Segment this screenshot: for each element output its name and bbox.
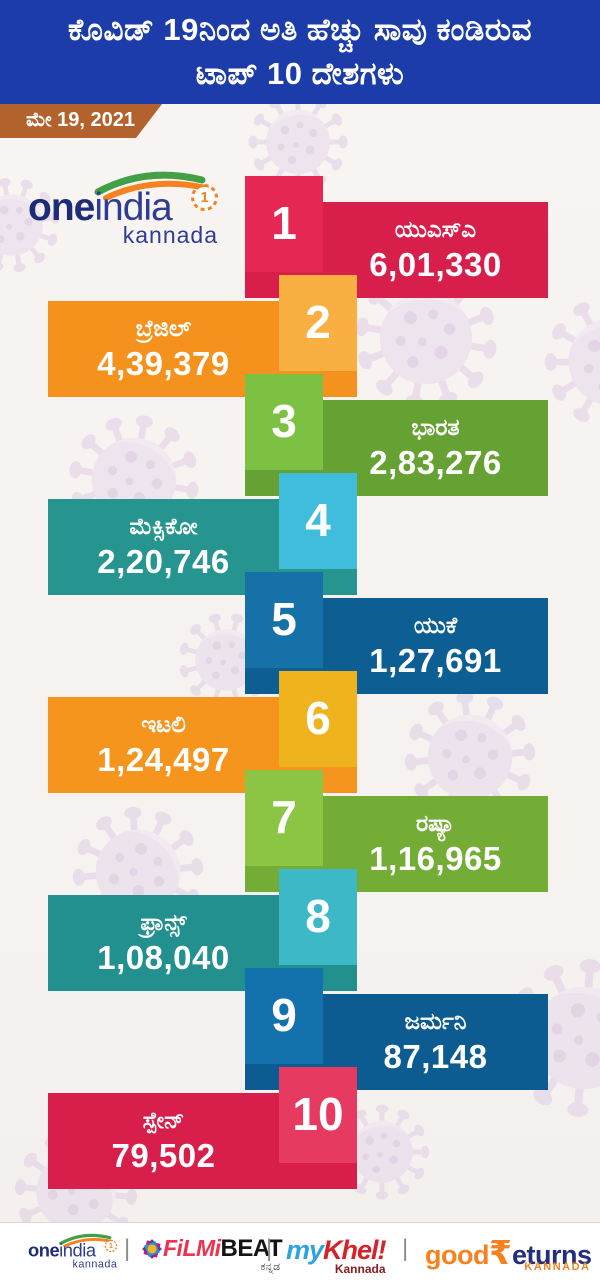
death-count: 4,39,379 xyxy=(97,345,230,382)
oneindia-logo: oneindia 1 kannada xyxy=(28,170,224,248)
oneindia-footer-logo: oneindia 1 kannada xyxy=(28,1233,120,1271)
logo-india-text: india xyxy=(94,186,172,229)
filmibeat-logo: FiLMiBEAT ಕನ್ನಡ xyxy=(141,1235,283,1273)
rank-number-tab: 5 xyxy=(245,572,323,668)
header-banner: ಕೊವಿಡ್ 19ನಿಂದ ಅತಿ ಹೆಚ್ಚು ಸಾವು ಕಂಡಿರುವ ಟಾ… xyxy=(0,0,600,104)
death-count: 87,148 xyxy=(383,1038,488,1075)
death-count: 79,502 xyxy=(111,1137,216,1174)
country-label: ಭಾರತ xyxy=(411,414,460,440)
country-label: ಫ್ರಾನ್ಸ್ xyxy=(140,909,187,935)
death-count: 6,01,330 xyxy=(369,246,502,283)
rank-number-tab: 4 xyxy=(279,473,357,569)
mykhel-kannada-label: Kannada xyxy=(334,1262,386,1276)
filmibeat-pinwheel-icon xyxy=(142,1239,162,1259)
death-count: 1,24,497 xyxy=(97,741,230,778)
rank-number-tab: 8 xyxy=(279,869,357,965)
country-label: ಮೆಕ್ಸಿಕೋ xyxy=(129,513,198,539)
starburst-badge-icon: 1 xyxy=(191,184,218,211)
starburst-badge-icon: 1 xyxy=(104,1239,118,1253)
rupee-icon: ₹ xyxy=(488,1234,512,1271)
rank-number-tab: 7 xyxy=(245,770,323,866)
death-count: 1,08,040 xyxy=(97,939,230,976)
tricolor-arc-icon xyxy=(94,171,209,200)
death-count: 2,20,746 xyxy=(97,543,230,580)
country-label: ರಷ್ಯಾ xyxy=(415,810,456,836)
country-label: ಯುಕೆ xyxy=(413,612,458,638)
footer-brand-bar: oneindia 1 kannada | FiLMiBEAT ಕನ್ನಡ | m… xyxy=(0,1222,600,1284)
death-count: 2,83,276 xyxy=(369,444,502,481)
separator: | xyxy=(266,1235,273,1262)
logo-one-text: one xyxy=(28,186,95,229)
country-label: ಬ್ರೆಜಿಲ್ xyxy=(135,315,192,341)
rank-number-tab: 3 xyxy=(245,374,323,470)
rank-number-tab: 1 xyxy=(245,176,323,272)
goodreturns-logo: good₹eturns KANNADA xyxy=(425,1234,592,1273)
page-title-line1: ಕೊವಿಡ್ 19ನಿಂದ ಅತಿ ಹೆಚ್ಚು ಸಾವು ಕಂಡಿರುವ xyxy=(67,12,533,47)
page-title-line2: ಟಾಪ್ 10 ದೇಶಗಳು xyxy=(195,56,405,91)
date-text: ಮೇ 19, 2021 xyxy=(26,108,135,131)
country-label: ಯುಎಸ್ಎ xyxy=(394,216,477,242)
rank-number-tab: 6 xyxy=(279,671,357,767)
mykhel-logo: myKhel! Kannada xyxy=(286,1235,387,1276)
country-label: ಜರ್ಮನಿ xyxy=(404,1008,467,1034)
country-label: ಇಟಲಿ xyxy=(141,711,186,737)
country-label: ಸ್ಪೇನ್ xyxy=(142,1107,185,1133)
rank-number-tab: 2 xyxy=(279,275,357,371)
separator: | xyxy=(124,1235,131,1262)
goodreturns-kannada-label: KANNADA xyxy=(524,1261,591,1273)
rank-number-tab: 9 xyxy=(245,968,323,1064)
logo-kannada-text: kannada xyxy=(122,222,218,248)
date-badge: ಮೇ 19, 2021 xyxy=(0,104,162,138)
separator: | xyxy=(402,1235,409,1262)
filmibeat-kannada-label: ಕನ್ನಡ xyxy=(260,1261,281,1273)
death-count: 1,16,965 xyxy=(369,840,502,877)
death-count: 1,27,691 xyxy=(369,642,502,679)
rank-number-tab: 10 xyxy=(279,1067,357,1163)
